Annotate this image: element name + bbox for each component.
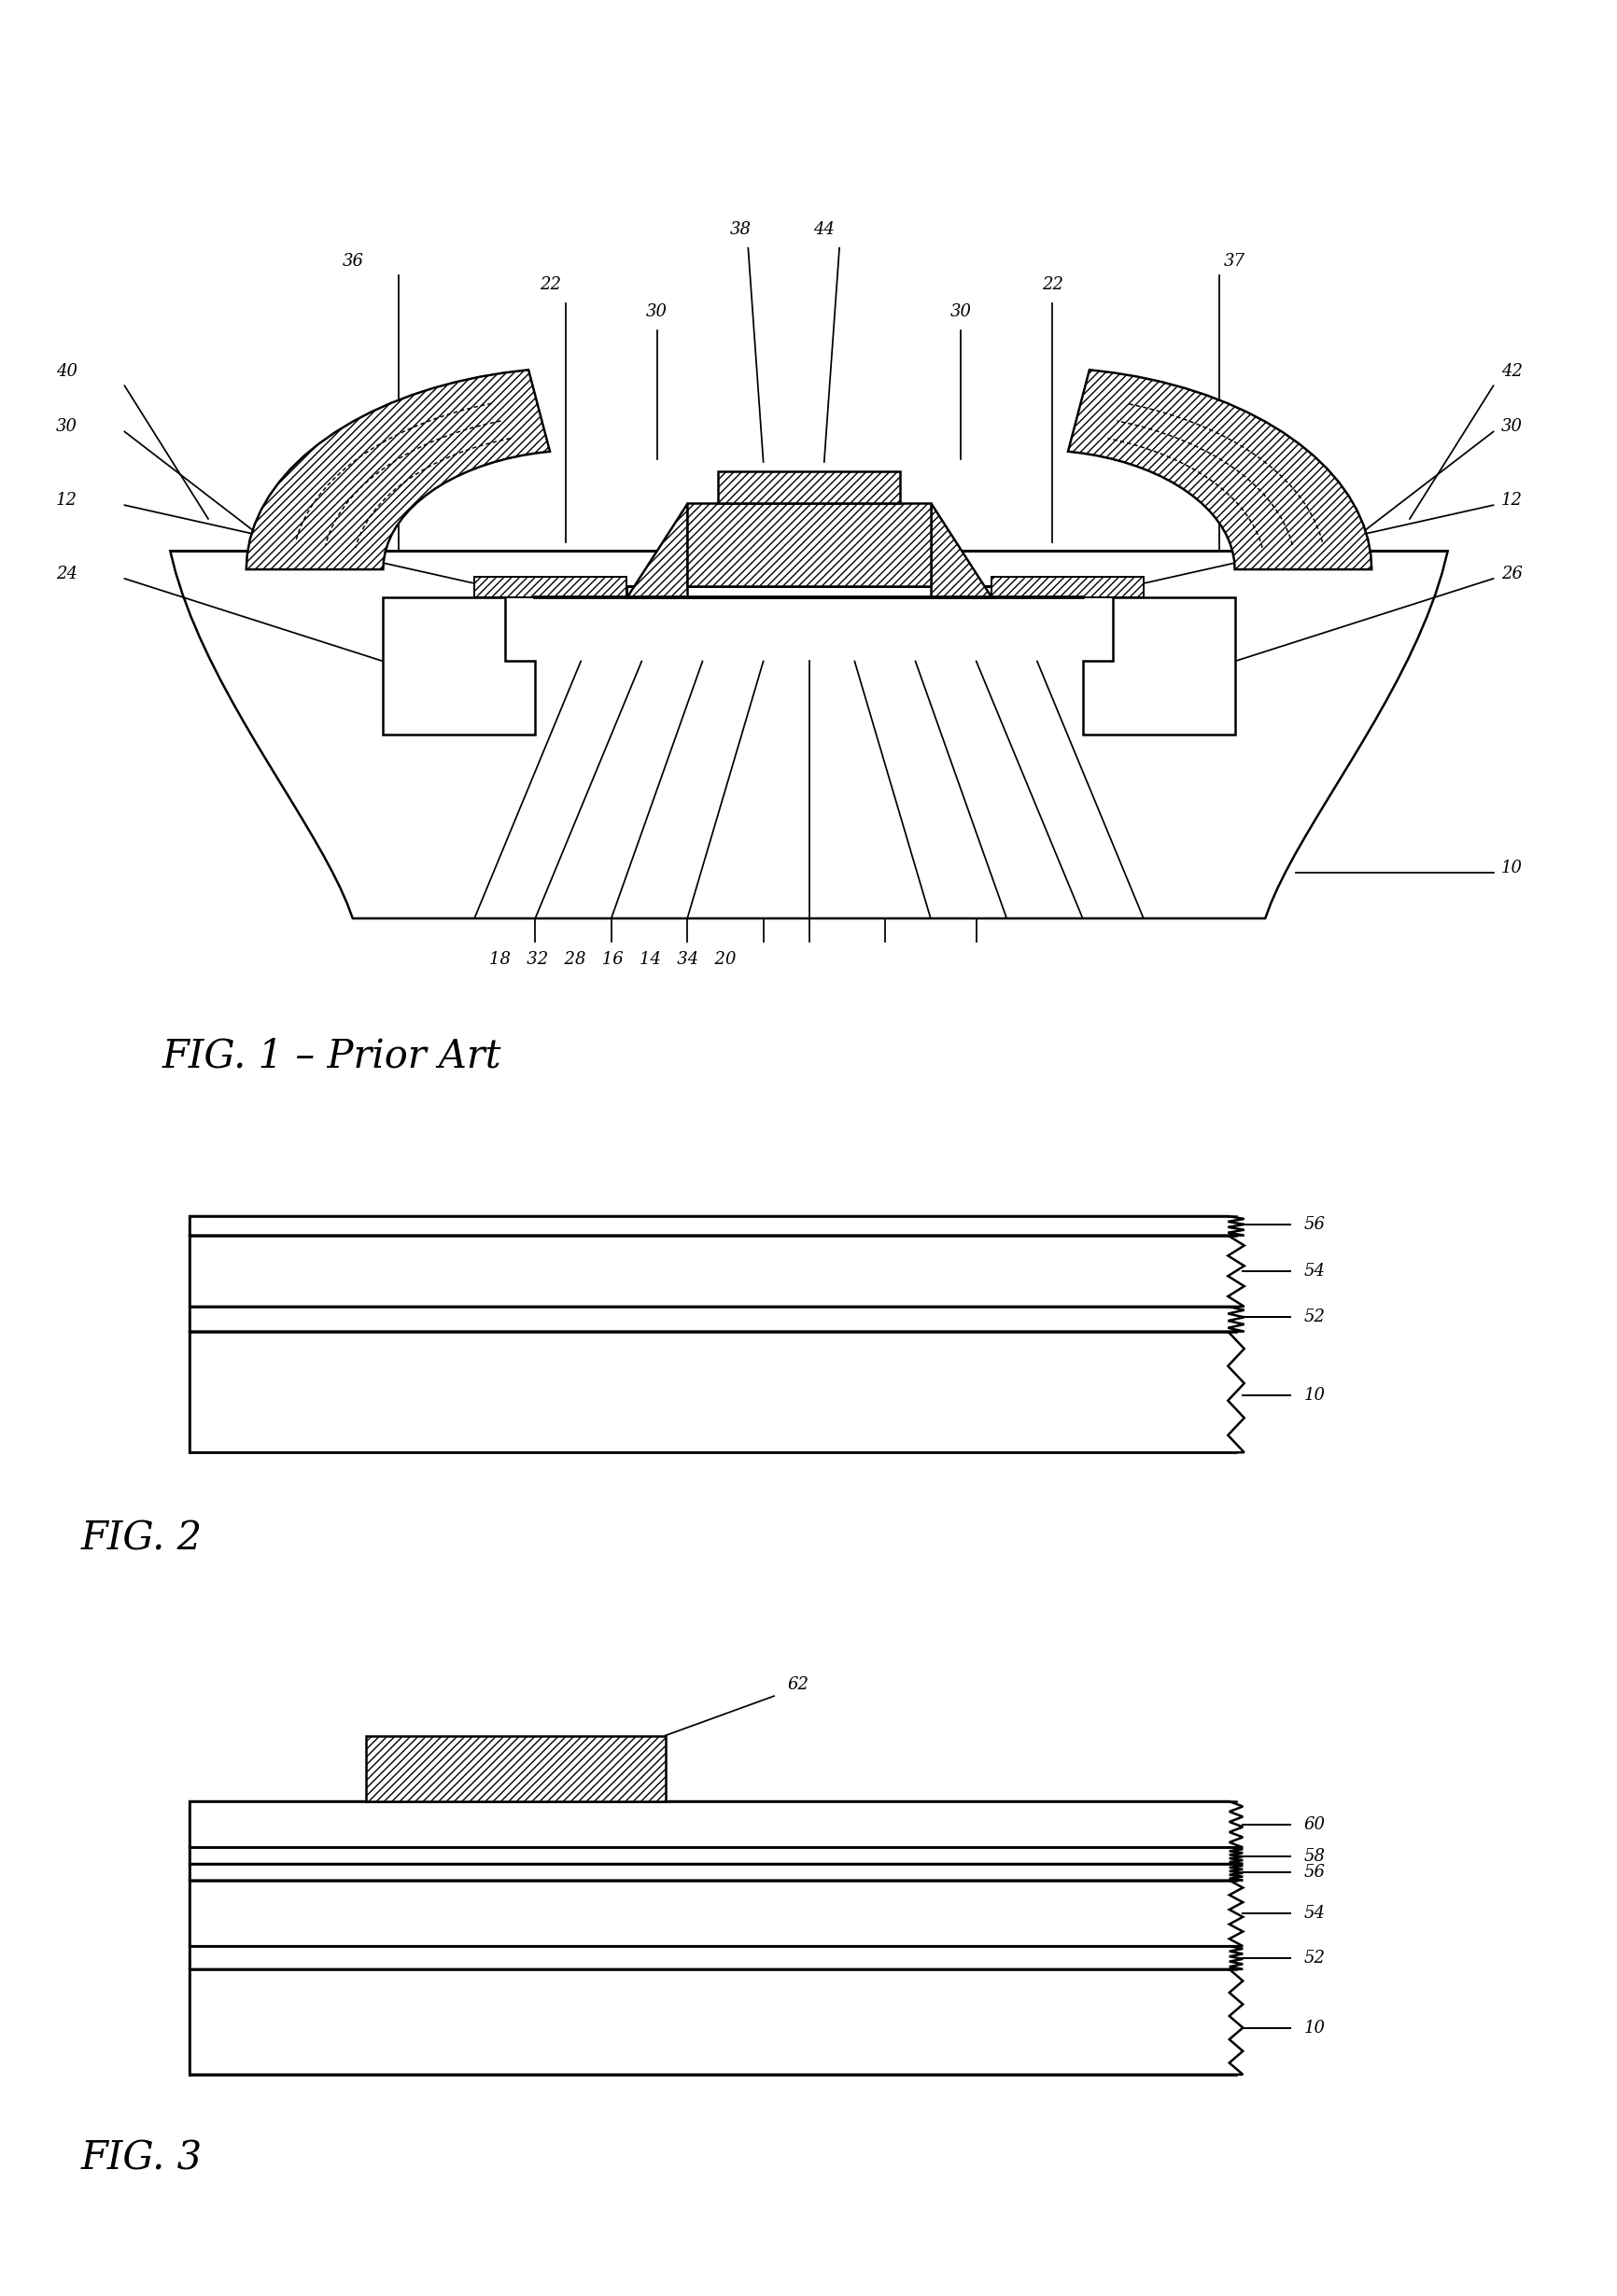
Polygon shape [1067, 370, 1371, 569]
Text: 58: 58 [1303, 1848, 1324, 1864]
Text: 36: 36 [341, 253, 364, 271]
Polygon shape [246, 370, 550, 569]
Polygon shape [687, 503, 930, 585]
Text: 38: 38 [729, 220, 750, 239]
Text: 18   32   28   16   14   34   20: 18 32 28 16 14 34 20 [490, 951, 736, 969]
Polygon shape [189, 1235, 1243, 1306]
Text: FIG. 1 – Prior Art: FIG. 1 – Prior Art [162, 1035, 501, 1075]
Text: 37: 37 [1224, 253, 1245, 271]
Polygon shape [189, 1970, 1242, 2076]
Polygon shape [626, 503, 687, 597]
Polygon shape [170, 551, 1447, 918]
Text: 56: 56 [1303, 1864, 1324, 1880]
Text: 52: 52 [1303, 1949, 1324, 1965]
Polygon shape [189, 1217, 1243, 1235]
Text: 54: 54 [1303, 1263, 1324, 1279]
Text: 30: 30 [645, 303, 668, 321]
Text: 62: 62 [787, 1676, 808, 1692]
Polygon shape [189, 1802, 1242, 1848]
Polygon shape [383, 597, 535, 735]
Text: 44: 44 [813, 220, 834, 239]
Text: 42: 42 [1501, 363, 1522, 381]
Polygon shape [930, 503, 991, 597]
Text: 40: 40 [57, 363, 78, 381]
Text: 22: 22 [1041, 276, 1062, 294]
Text: FIG. 3: FIG. 3 [81, 2138, 202, 2179]
Text: 22: 22 [540, 276, 561, 294]
Text: 30: 30 [1501, 418, 1522, 436]
Text: 10: 10 [1303, 2020, 1324, 2037]
Text: FIG. 2: FIG. 2 [81, 1518, 202, 1559]
Polygon shape [189, 1848, 1242, 1864]
Text: 12: 12 [57, 491, 78, 510]
Text: 56: 56 [1303, 1217, 1324, 1233]
Polygon shape [1082, 597, 1234, 735]
Polygon shape [626, 585, 991, 597]
Polygon shape [189, 1332, 1243, 1453]
Text: 60: 60 [1303, 1816, 1324, 1832]
Text: 30: 30 [949, 303, 972, 321]
Polygon shape [365, 1736, 665, 1802]
Text: 26: 26 [1501, 565, 1522, 583]
Text: 54: 54 [1303, 1906, 1324, 1922]
Text: 52: 52 [1303, 1309, 1324, 1325]
Polygon shape [189, 1880, 1242, 1947]
Polygon shape [718, 471, 899, 503]
Polygon shape [189, 1306, 1243, 1332]
Polygon shape [991, 576, 1143, 597]
Polygon shape [189, 1947, 1242, 1970]
Text: 24: 24 [57, 565, 78, 583]
Polygon shape [189, 1864, 1242, 1880]
Polygon shape [474, 576, 626, 597]
Text: 10: 10 [1501, 859, 1522, 877]
Text: 10: 10 [1303, 1387, 1324, 1403]
Text: 12: 12 [1501, 491, 1522, 510]
Text: 30: 30 [57, 418, 78, 436]
